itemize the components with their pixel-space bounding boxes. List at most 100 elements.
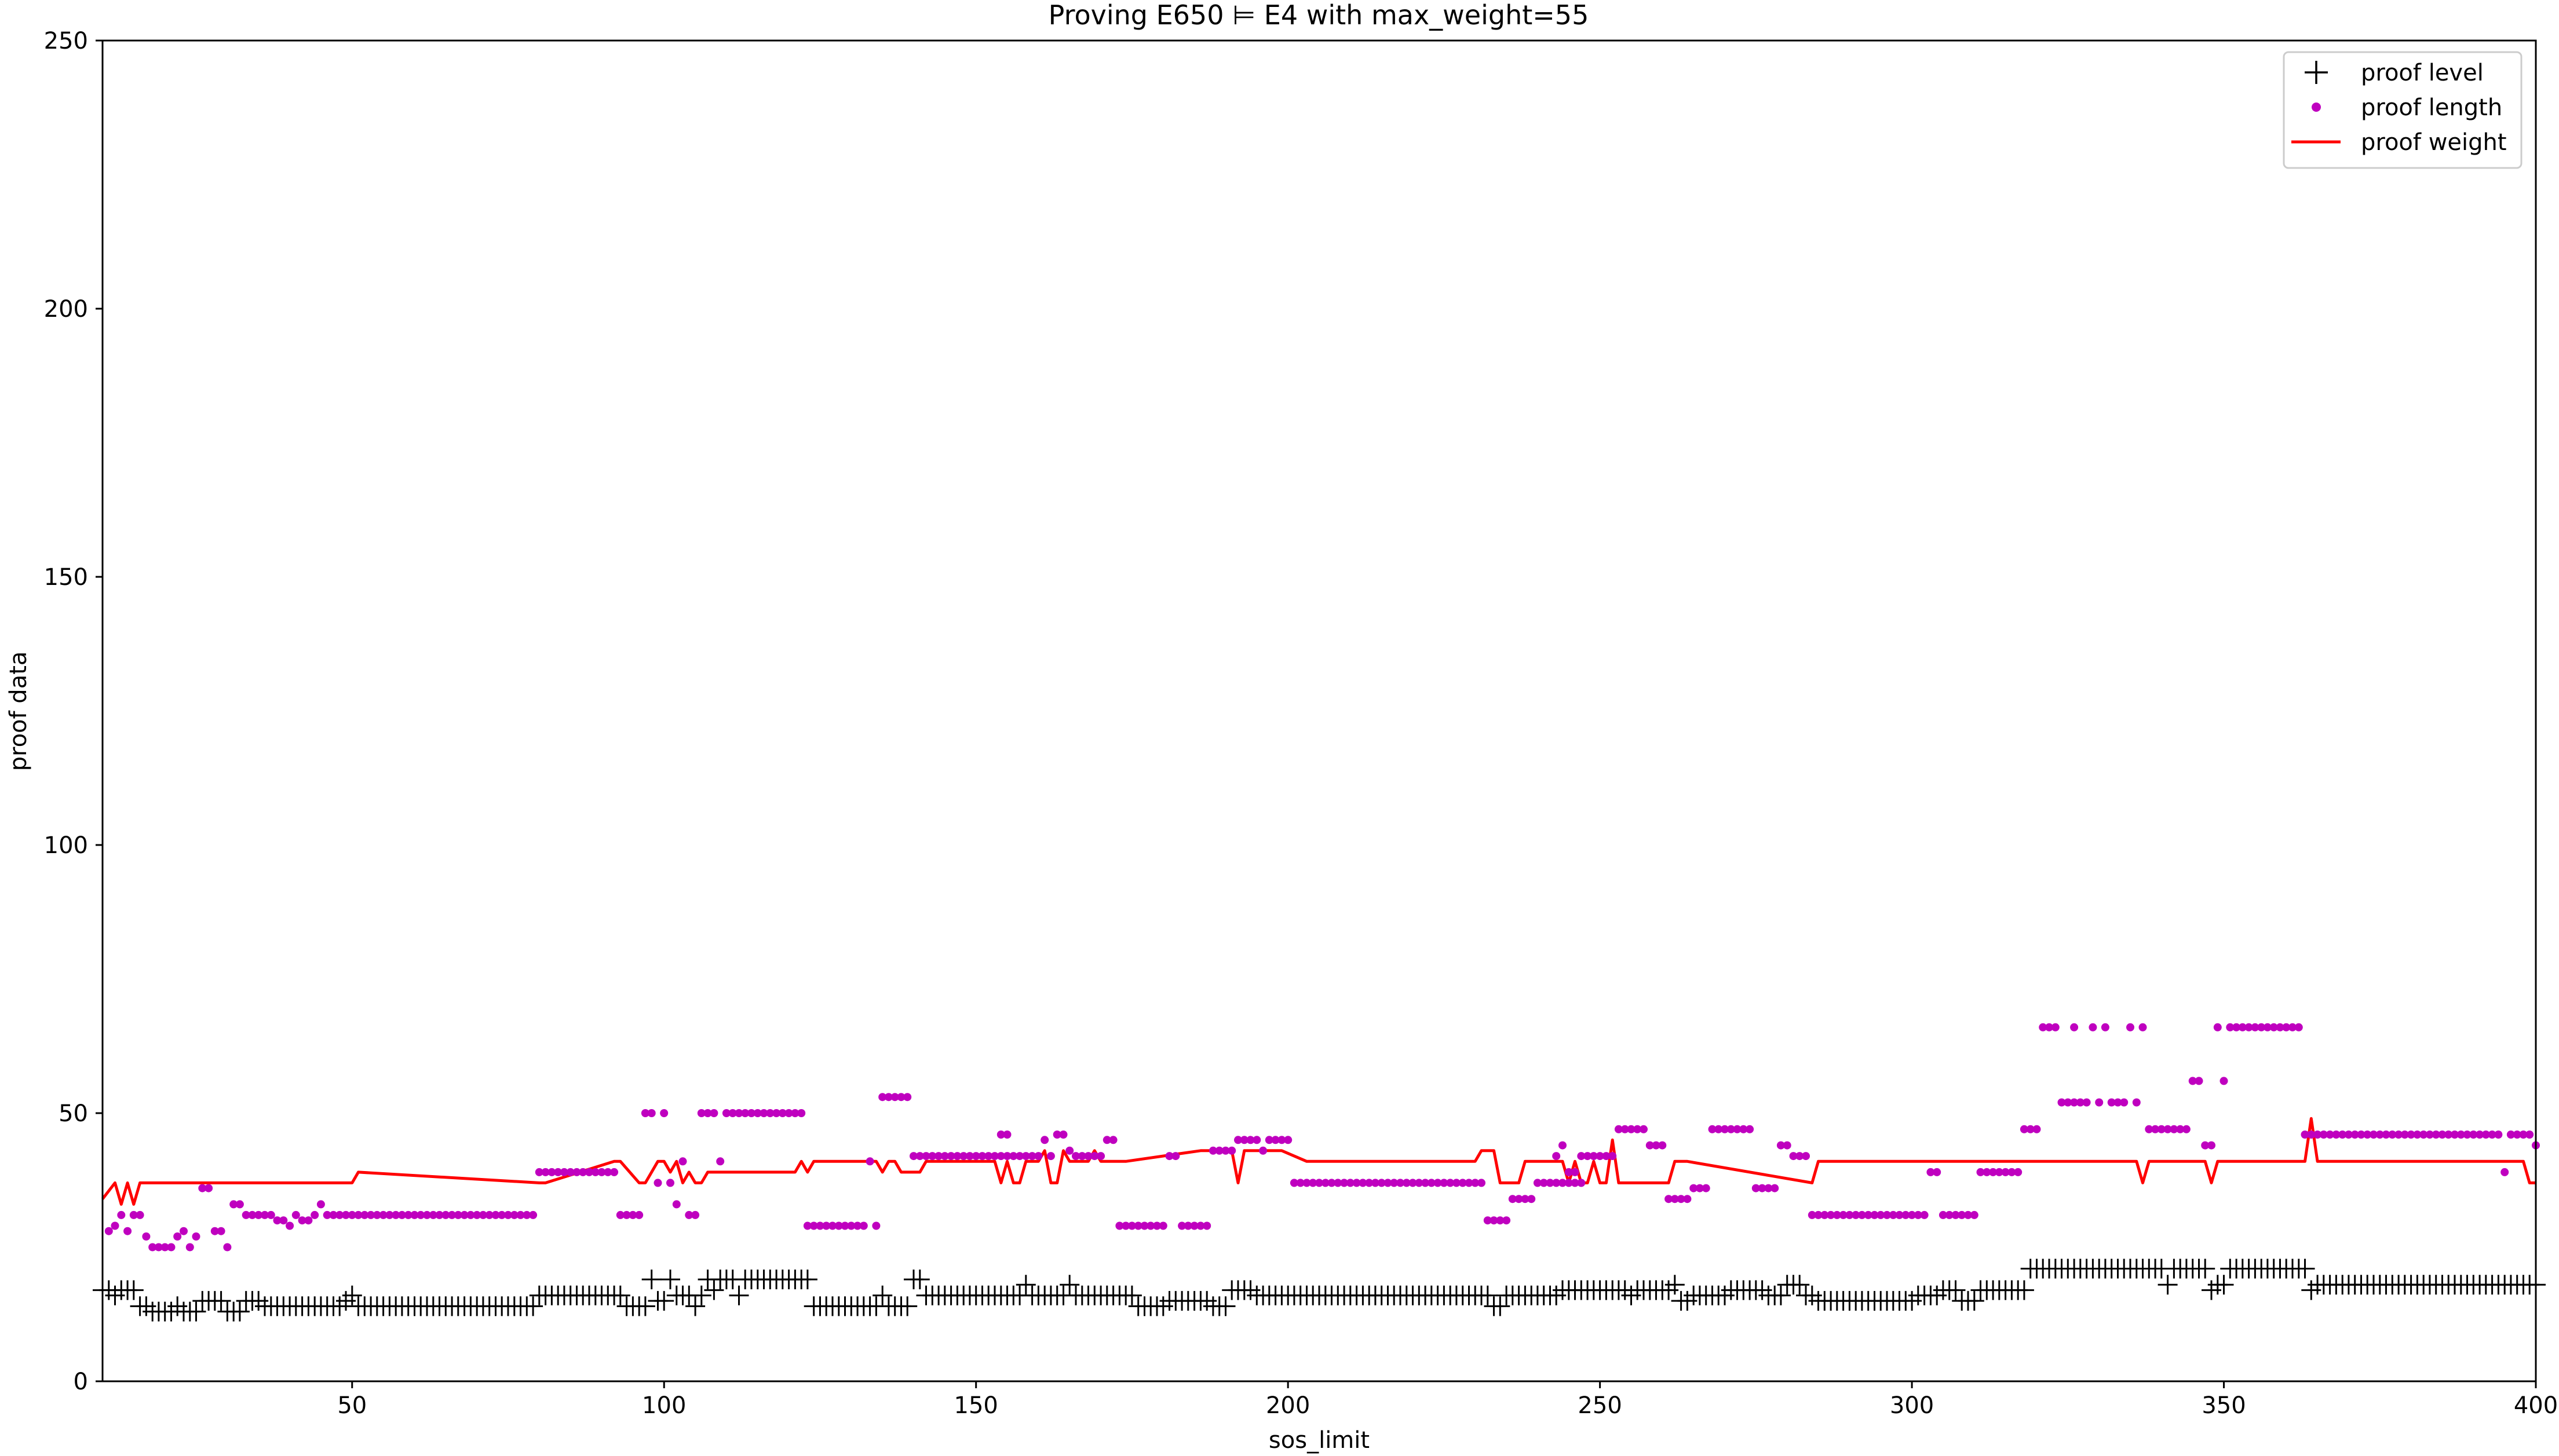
proof-length-point [2126, 1023, 2134, 1031]
proof-length-point [2425, 1131, 2434, 1139]
proof-length-point [878, 1093, 887, 1102]
proof-length-point [2151, 1125, 2160, 1133]
x-tick-label: 250 [1578, 1392, 1622, 1419]
proof-length-point [117, 1210, 126, 1219]
proof-length-point [1016, 1152, 1024, 1161]
proof-length-point [348, 1210, 356, 1219]
proof-length-point [441, 1210, 450, 1219]
proof-length-point [1995, 1168, 2003, 1176]
proof-length-point [329, 1210, 338, 1219]
x-tick-label: 350 [2202, 1392, 2246, 1419]
proof-length-point [1115, 1221, 1124, 1230]
proof-length-point [560, 1168, 568, 1176]
proof-length-point [834, 1221, 843, 1230]
proof-length-point [2469, 1131, 2478, 1139]
proof-length-point [610, 1168, 619, 1176]
proof-length-point [1265, 1136, 1273, 1144]
proof-length-point [591, 1168, 600, 1176]
proof-length-point [1758, 1184, 1766, 1192]
proof-length-point [167, 1243, 176, 1252]
proof-level-point [797, 1270, 817, 1290]
proof-length-point [847, 1221, 856, 1230]
proof-length-point [2132, 1098, 2141, 1107]
proof-length-point [1795, 1152, 1804, 1161]
proof-length-point [2020, 1125, 2028, 1133]
proof-length-point [2513, 1131, 2521, 1139]
proof-length-point [2357, 1131, 2365, 1139]
proof-length-point [1371, 1179, 1379, 1187]
proof-length-point [741, 1109, 750, 1117]
proof-length-point [1334, 1179, 1342, 1187]
proof-length-point [1171, 1152, 1180, 1161]
proof-length-point [915, 1152, 924, 1161]
proof-length-point [1633, 1125, 1642, 1133]
proof-length-point [1764, 1184, 1773, 1192]
proof-length-point [1870, 1210, 1879, 1219]
proof-length-point [678, 1157, 687, 1166]
proof-length-point [523, 1210, 531, 1219]
proof-length-point [735, 1109, 743, 1117]
proof-length-point [1502, 1216, 1511, 1225]
proof-length-point [978, 1152, 987, 1161]
proof-length-point [210, 1227, 219, 1235]
x-tick-label: 200 [1266, 1392, 1310, 1419]
proof-length-point [1596, 1152, 1604, 1161]
proof-length-point [1383, 1179, 1392, 1187]
proof-length-point [2350, 1131, 2359, 1139]
proof-length-point [2001, 1168, 2010, 1176]
proof-length-point [1933, 1168, 1941, 1176]
proof-length-point [1808, 1210, 1816, 1219]
proof-length-point [585, 1168, 593, 1176]
proof-length-point [2207, 1141, 2215, 1150]
proof-length-point [1415, 1179, 1423, 1187]
proof-length-point [1253, 1136, 1261, 1144]
proof-length-point [1614, 1125, 1623, 1133]
proof-length-point [316, 1200, 325, 1209]
x-tick-label: 50 [337, 1392, 367, 1419]
x-axis-label: sos_limit [1269, 1427, 1370, 1454]
proof-length-point [235, 1200, 244, 1209]
proof-length-point [922, 1152, 930, 1161]
proof-length-point [1877, 1210, 1885, 1219]
proof-length-point [2388, 1131, 2397, 1139]
proof-length-point [185, 1243, 194, 1252]
proof-length-point [2438, 1131, 2447, 1139]
proof-length-point [1003, 1131, 1012, 1139]
proof-length-point [1408, 1179, 1417, 1187]
proof-length-point [2195, 1077, 2203, 1085]
proof-length-point [2238, 1023, 2247, 1031]
proof-length-point [1452, 1179, 1461, 1187]
proof-length-point [1483, 1216, 1492, 1225]
proof-length-point [192, 1232, 200, 1241]
proof-length-point [1240, 1136, 1249, 1144]
proof-length-point [1889, 1210, 1897, 1219]
proof-length-point [1153, 1221, 1161, 1230]
proof-level-point [1122, 1285, 1142, 1305]
proof-length-point [934, 1152, 943, 1161]
proof-length-point [2294, 1023, 2303, 1031]
proof-length-point [1839, 1210, 1848, 1219]
legend-swatch-proof-level [2305, 61, 2328, 84]
proof-length-point [304, 1216, 313, 1225]
proof-length-point [2444, 1131, 2453, 1139]
proof-level-point [123, 1280, 144, 1300]
proof-length-point [1359, 1179, 1367, 1187]
proof-length-point [367, 1210, 375, 1219]
proof-length-point [2089, 1023, 2097, 1031]
proof-length-point [2276, 1023, 2284, 1031]
proof-length-point [1147, 1221, 1155, 1230]
proof-level-point [342, 1285, 362, 1305]
proof-length-point [229, 1200, 238, 1209]
proof-length-point [996, 1131, 1005, 1139]
x-tick-label: 400 [2514, 1392, 2558, 1419]
proof-length-point [1951, 1210, 1960, 1219]
proof-length-point [423, 1210, 431, 1219]
proof-length-point [872, 1221, 881, 1230]
proof-length-point [1857, 1210, 1866, 1219]
proof-length-point [2014, 1168, 2023, 1176]
proof-length-point [697, 1109, 706, 1117]
proof-length-point [2413, 1131, 2422, 1139]
proof-length-point [2007, 1168, 2016, 1176]
proof-length-point [1321, 1179, 1330, 1187]
proof-length-point [410, 1210, 419, 1219]
